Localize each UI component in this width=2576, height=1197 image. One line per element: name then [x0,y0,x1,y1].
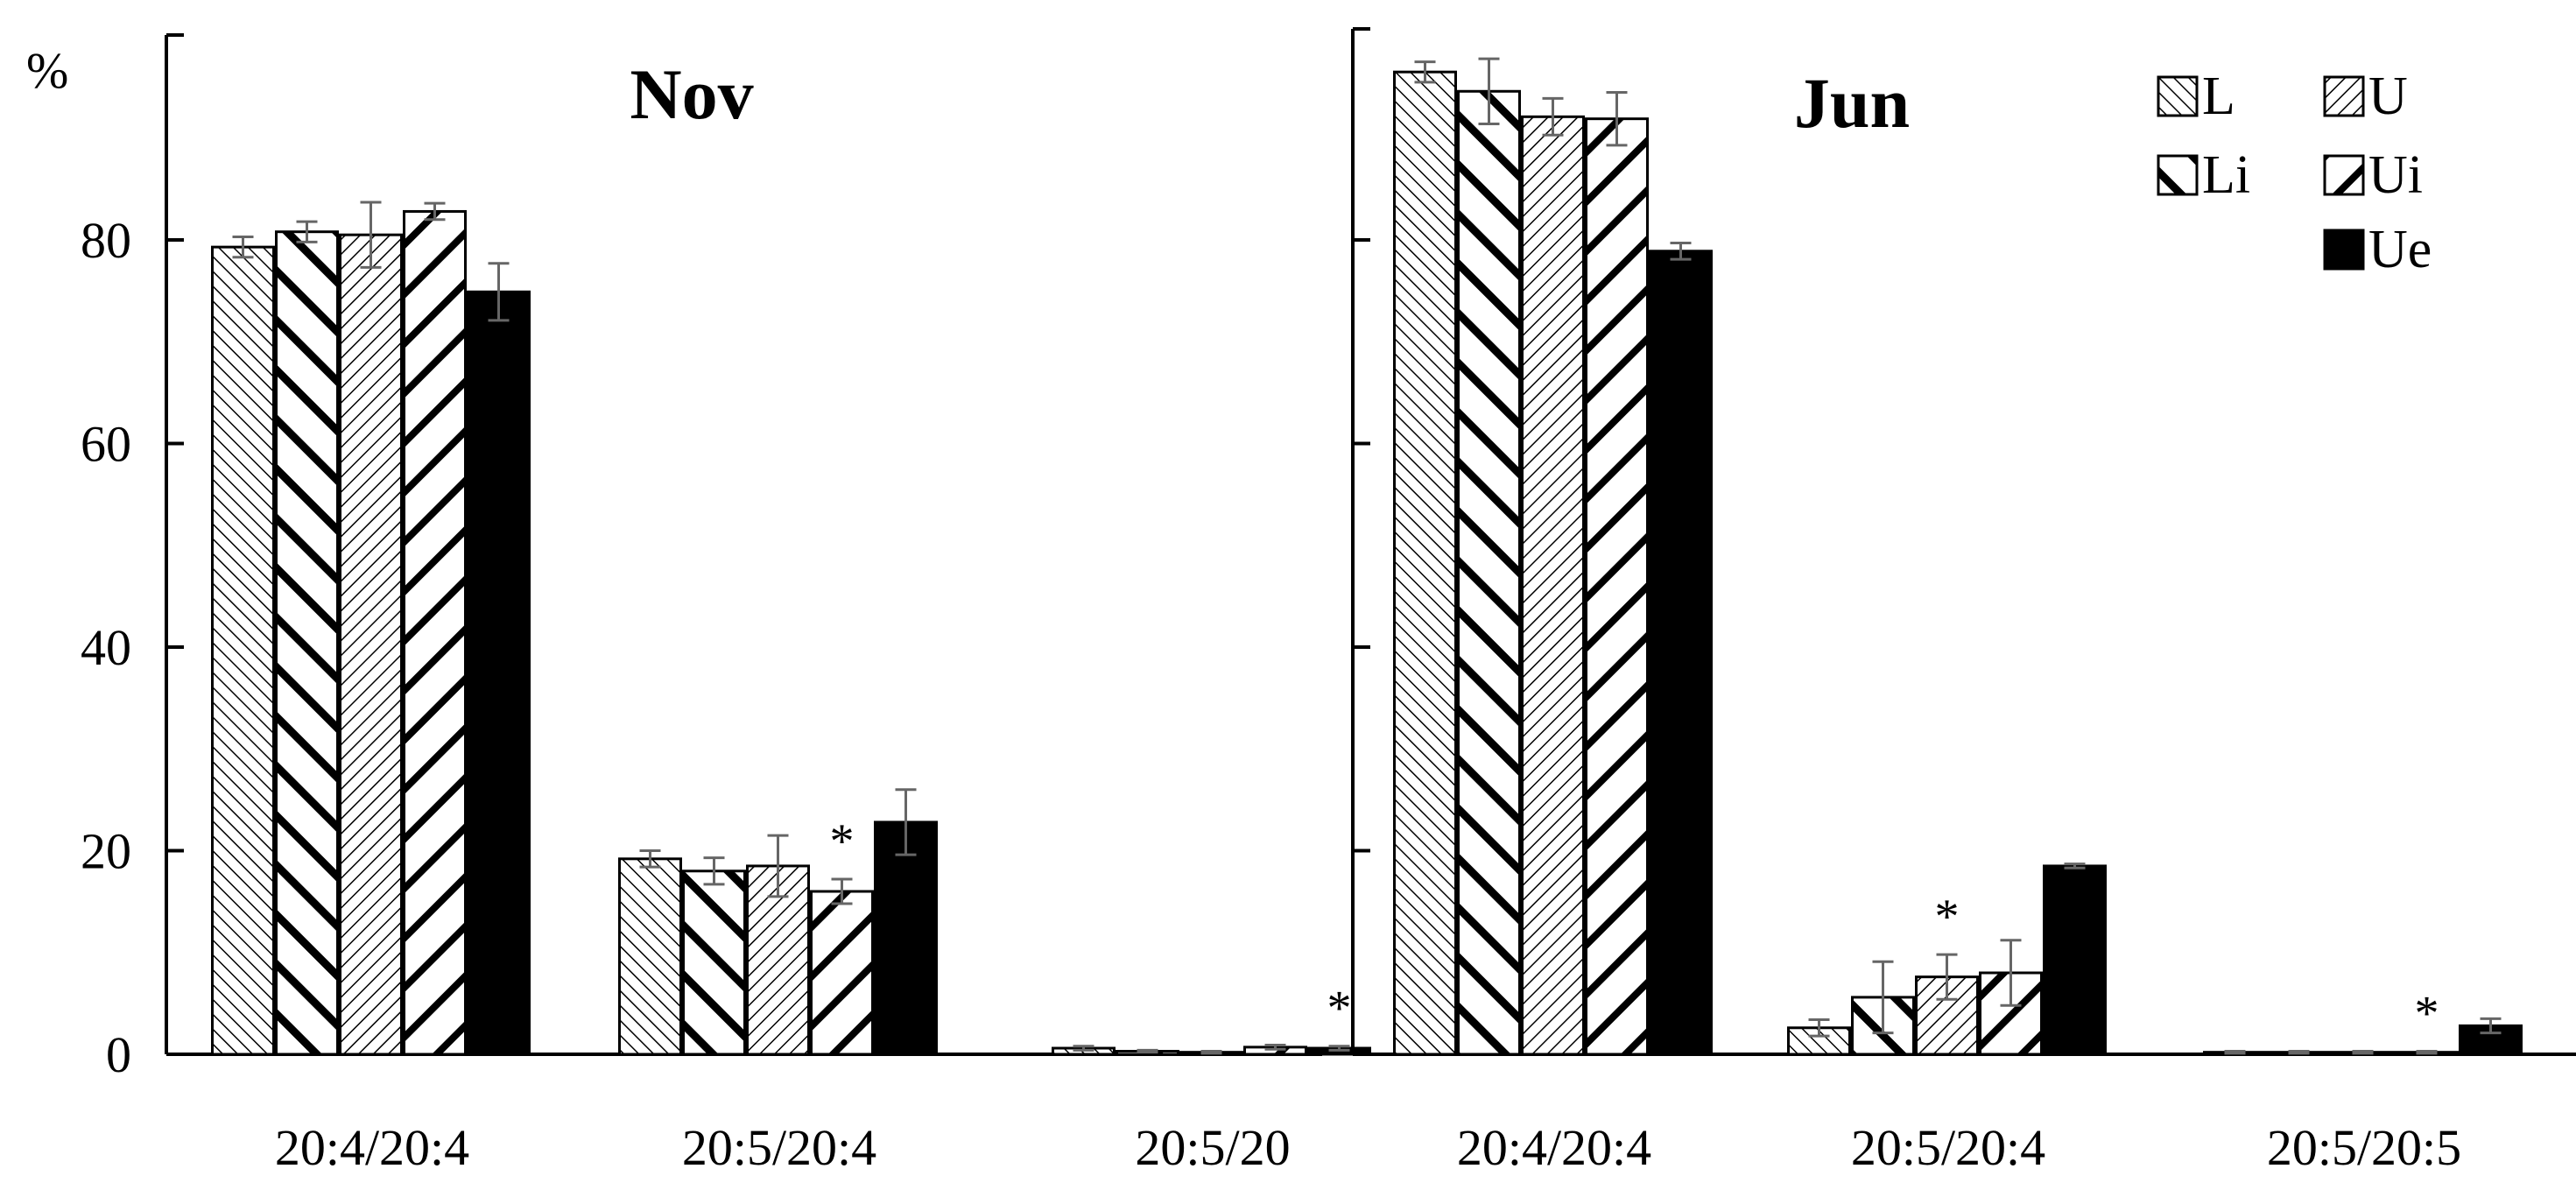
category-label: 20:5/20:4 [682,1119,876,1176]
panel-1: 0 20 40 60 80% Nov 20:4/20:4 20:5/20:4 20:5/20 * * [26,33,1371,1176]
bar-li [682,870,746,1056]
category-label: 20:5/20:5 [2267,1119,2461,1176]
bar-li [275,230,339,1056]
bar-ui [403,209,467,1056]
bar-l [211,245,275,1056]
significance-marker: * [1935,890,1960,944]
category-label: 20:5/20:4 [1851,1119,2045,1176]
bar-ue [2043,864,2107,1056]
panel-2: Jun 20:4/20:4 20:5/20:4 20:5/20:5 * * L U Li Ui Ue [1351,27,2576,1176]
bar-ue [874,820,938,1056]
significance-marker: * [2415,987,2439,1041]
category-label: 20:4/20:4 [1457,1119,1651,1176]
bar-u [1915,975,1979,1056]
y-tick-label: 60 [81,416,131,473]
category-label: 20:5/20 [1135,1119,1290,1176]
bar-ue [1649,250,1713,1056]
y-tick-label: 0 [106,1026,131,1083]
legend-label: Ue [2368,220,2432,279]
significance-marker: * [1327,982,1352,1036]
legend-label: L [2202,67,2235,126]
significance-marker: * [830,814,855,869]
bar-l [1393,70,1457,1056]
legend-label: Li [2202,145,2250,205]
legend-swatch-l [2157,75,2199,117]
bar-ui [1585,117,1649,1056]
bar-ui [810,890,874,1056]
panel-title: Nov [630,54,753,134]
y-tick-label: 40 [81,619,131,676]
legend-swatch-ui [2323,154,2365,196]
bar-u [339,233,403,1056]
legend-swatch-u [2323,75,2365,117]
bar-u [1521,115,1585,1056]
legend-swatch-li [2157,154,2199,196]
bar-li [1457,89,1521,1056]
y-tick-label: 80 [81,212,131,269]
legend-swatch-ue [2323,229,2365,271]
y-tick-label: 20 [81,823,131,880]
bar-l [618,857,682,1056]
category-label: 20:4/20:4 [275,1119,469,1176]
legend-label: U [2368,67,2408,126]
legend-label: Ui [2368,145,2423,205]
y-axis-label: % [26,42,68,99]
bar-ue [467,290,531,1056]
panel-title: Jun [1794,63,1910,143]
